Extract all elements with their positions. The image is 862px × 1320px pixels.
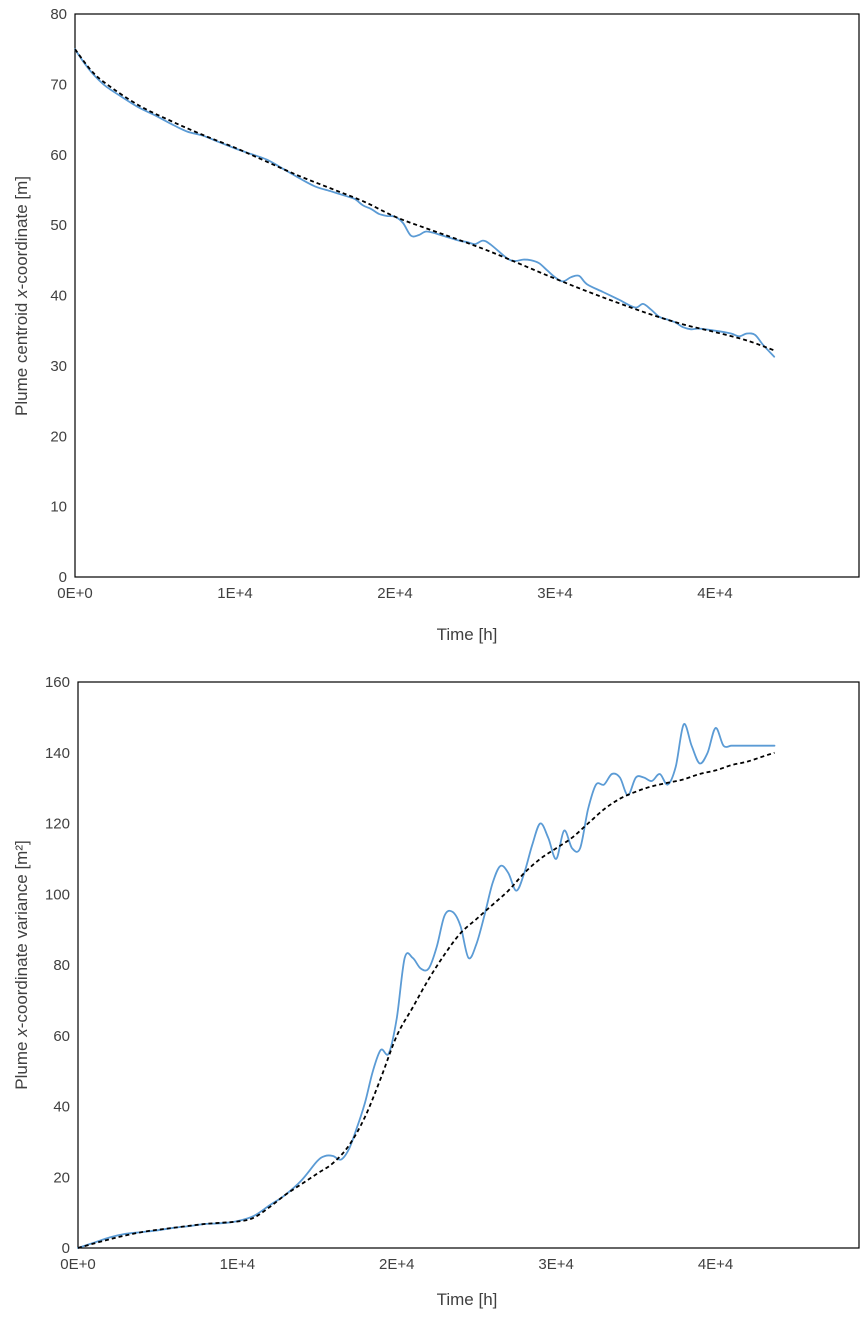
y-tick-label: 80 — [53, 957, 70, 974]
x-tick-label: 1E+4 — [217, 585, 252, 602]
y-tick-label: 30 — [50, 358, 67, 375]
y-tick-label: 10 — [50, 499, 67, 516]
plot-area-frame — [78, 682, 859, 1248]
y-tick-label: 70 — [50, 76, 67, 93]
trend-line-dashed — [75, 49, 774, 350]
y-tick-label: 120 — [45, 816, 70, 833]
y-tick-label: 0 — [62, 1240, 70, 1257]
y-tick-label: 140 — [45, 745, 70, 762]
x-tick-label: 3E+4 — [538, 1256, 573, 1273]
x-tick-label: 4E+4 — [697, 585, 732, 602]
x-tick-labels: 0E+0 1E+4 2E+4 3E+4 4E+4 — [57, 585, 732, 602]
plot-area-frame — [75, 14, 859, 577]
y-axis-title: Plume centroid x-coordinate [m] — [12, 176, 31, 416]
x-tick-label: 0E+0 — [60, 1256, 95, 1273]
y-axis-title: Plume x-coordinate variance [m²] — [12, 840, 31, 1089]
x-axis-title: Time [h] — [437, 625, 498, 644]
x-axis-title: Time [h] — [437, 1290, 498, 1309]
x-tick-label: 1E+4 — [220, 1256, 255, 1273]
y-tick-label: 0 — [59, 569, 67, 586]
x-tick-label: 2E+4 — [377, 585, 412, 602]
y-tick-label: 40 — [50, 288, 67, 305]
y-tick-label: 40 — [53, 1099, 70, 1116]
y-tick-label: 20 — [53, 1169, 70, 1186]
data-line — [78, 724, 775, 1248]
variance-chart: 0 20 40 60 80 100 120 140 160 0E+0 1E+4 2E+4 3E+4 4E… — [12, 674, 859, 1309]
y-tick-labels: 0 20 40 60 80 100 120 140 160 — [45, 674, 70, 1257]
y-tick-label: 60 — [50, 147, 67, 164]
x-tick-label: 2E+4 — [379, 1256, 414, 1273]
y-tick-labels: 0 10 20 30 40 50 60 70 80 — [50, 6, 67, 586]
y-tick-label: 160 — [45, 674, 70, 691]
centroid-chart: 0 10 20 30 40 50 60 70 80 0E+0 1E+4 2E+4 3E+4 4E+4 T… — [12, 6, 859, 644]
y-tick-label: 50 — [50, 217, 67, 234]
y-tick-label: 20 — [50, 428, 67, 445]
y-tick-label: 60 — [53, 1028, 70, 1045]
x-tick-label: 4E+4 — [698, 1256, 733, 1273]
trend-line-dashed — [78, 753, 775, 1248]
y-tick-label: 80 — [50, 6, 67, 23]
data-line — [75, 49, 774, 357]
y-tick-label: 100 — [45, 886, 70, 903]
series-lines — [78, 724, 775, 1248]
series-lines — [75, 49, 774, 357]
x-tick-labels: 0E+0 1E+4 2E+4 3E+4 4E+4 — [60, 1256, 733, 1273]
x-tick-label: 3E+4 — [537, 585, 572, 602]
x-tick-label: 0E+0 — [57, 585, 92, 602]
